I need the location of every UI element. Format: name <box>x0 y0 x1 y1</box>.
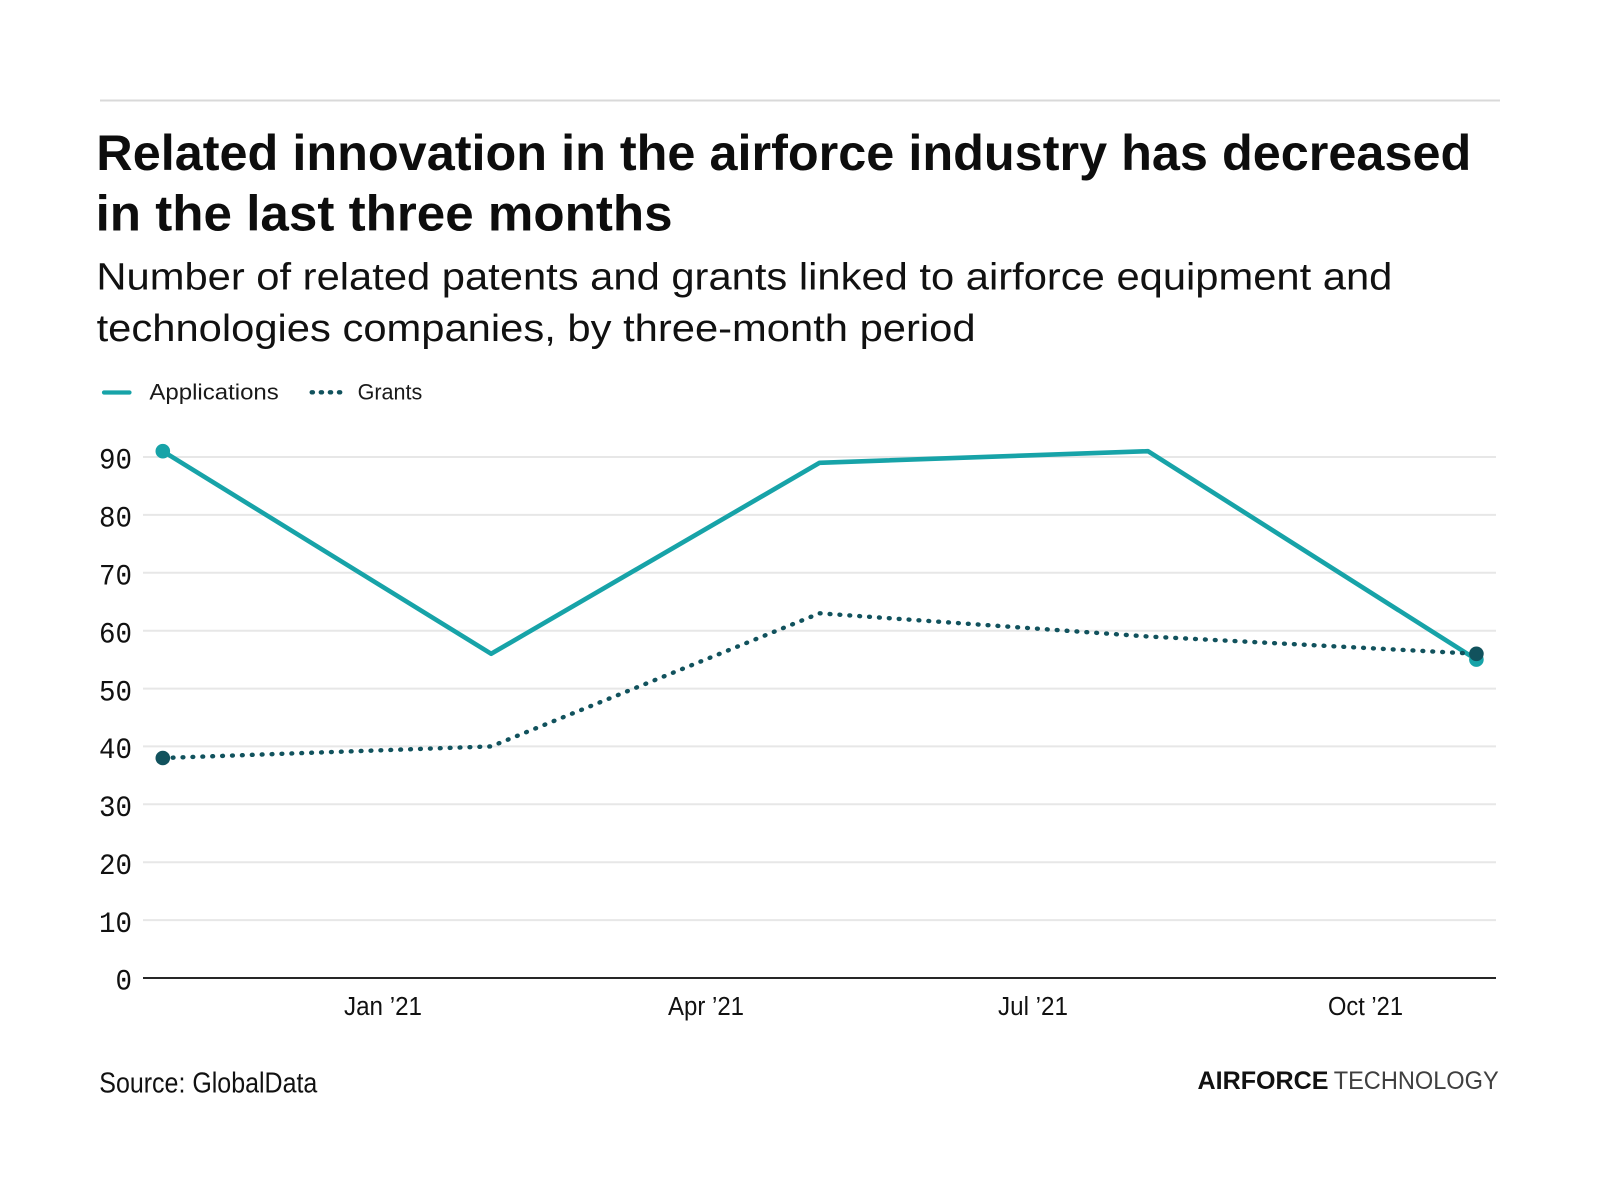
svg-text:Source: GlobalData: Source: GlobalData <box>99 1068 318 1100</box>
svg-text:80: 80 <box>99 503 132 537</box>
svg-text:Oct ’21: Oct ’21 <box>1328 993 1403 1021</box>
svg-text:20: 20 <box>99 850 132 884</box>
svg-text:TECHNOLOGY: TECHNOLOGY <box>1334 1067 1499 1095</box>
svg-text:40: 40 <box>99 734 132 768</box>
svg-text:30: 30 <box>99 792 132 826</box>
svg-text:0: 0 <box>116 966 133 1000</box>
svg-text:Jul ’21: Jul ’21 <box>998 993 1068 1021</box>
svg-text:Number of related patents and: Number of related patents and grants lin… <box>96 257 1392 299</box>
svg-text:60: 60 <box>99 618 132 652</box>
svg-text:70: 70 <box>99 561 132 595</box>
svg-text:90: 90 <box>99 445 132 479</box>
svg-text:Related innovation in the airf: Related innovation in the airforce indus… <box>96 125 1471 181</box>
svg-text:50: 50 <box>99 676 132 710</box>
svg-text:AIRFORCE: AIRFORCE <box>1198 1067 1329 1095</box>
svg-text:10: 10 <box>99 908 132 942</box>
svg-text:Jan ’21: Jan ’21 <box>344 993 422 1021</box>
svg-text:in the last three months: in the last three months <box>96 185 673 241</box>
svg-text:technologies companies, by thr: technologies companies, by three-month p… <box>97 308 976 350</box>
svg-text:Apr ’21: Apr ’21 <box>668 993 744 1021</box>
svg-text:Applications: Applications <box>149 379 278 404</box>
svg-text:Grants: Grants <box>358 379 423 404</box>
